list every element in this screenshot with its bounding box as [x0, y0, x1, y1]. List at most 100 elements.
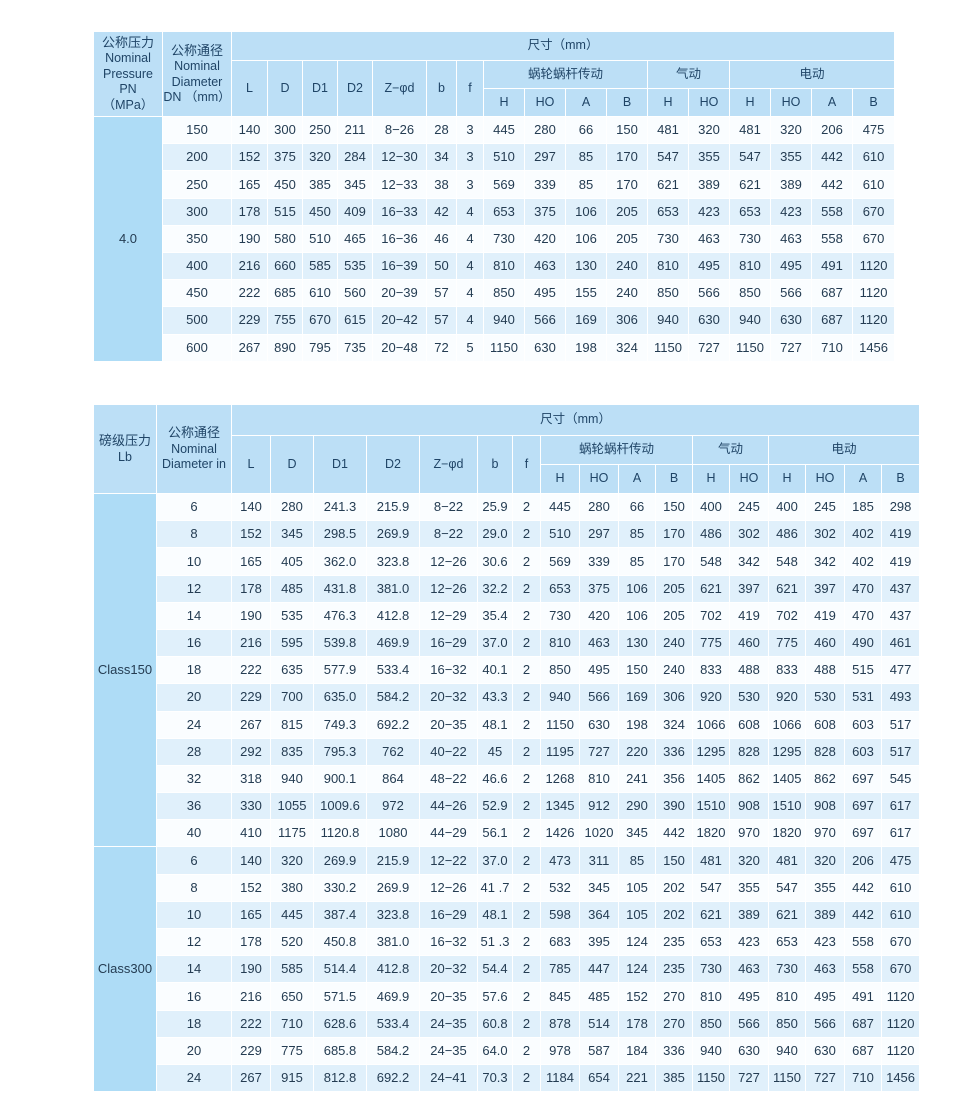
cell-value-6: 2: [513, 738, 540, 765]
table-row: 12 178 485 431.8 381.0 12−26 32.2 2 653 375 106 205…: [94, 575, 920, 602]
cell-value-2: 539.8: [314, 629, 366, 657]
header-group-electric: 电动: [769, 436, 920, 464]
cell-value-16: 419: [882, 521, 920, 548]
cell-value-1: 380: [271, 874, 313, 901]
cell-value-9: 124: [619, 929, 655, 956]
cell-value-14: 389: [806, 901, 844, 928]
cell-nominal-diameter: 250: [163, 171, 231, 198]
cell-value-15: 687: [845, 1037, 881, 1064]
cell-value-1: 650: [271, 983, 313, 1010]
cell-value-7: 510: [541, 521, 579, 548]
cell-value-14: 355: [806, 874, 844, 901]
cell-value-9: 184: [619, 1037, 655, 1064]
cell-value-1: 635: [271, 657, 313, 684]
cell-value-12: 530: [730, 684, 768, 711]
cell-value-16: 1120: [882, 1010, 920, 1037]
cell-value-10: 150: [656, 847, 692, 874]
header-ndin-en1: Nominal: [171, 441, 217, 456]
cell-nominal-diameter: 6: [157, 847, 231, 874]
cell-value-16: 1120: [882, 983, 920, 1010]
cell-value-4: 12−29: [420, 602, 477, 629]
cell-value-4: 48−22: [420, 765, 477, 793]
header-group-worm: 蜗轮蜗杆传动: [484, 61, 647, 88]
cell-value-2: 320: [303, 144, 337, 171]
cell-value-0: 229: [232, 684, 270, 711]
cell-nominal-diameter: 16: [157, 629, 231, 657]
header-row-2: L D D1 D2 Z−φd b f 蜗轮蜗杆传动 气动 电动: [94, 436, 920, 493]
cell-value-11: 940: [693, 1037, 729, 1064]
cell-value-7: 1268: [541, 765, 579, 793]
cell-value-12: 423: [689, 198, 729, 225]
cell-value-10: 270: [656, 983, 692, 1010]
cell-value-1: 375: [268, 144, 302, 171]
cell-value-7: 1426: [541, 820, 579, 847]
cell-value-1: 700: [271, 684, 313, 711]
header-pneumatic-HO: HO: [730, 465, 768, 493]
cell-value-15: 402: [845, 548, 881, 575]
header-dim-f: f: [457, 61, 483, 116]
cell-value-2: 1120.8: [314, 820, 366, 847]
cell-value-13: 833: [769, 657, 805, 684]
cell-value-9: 124: [619, 956, 655, 983]
cell-value-13: 1150: [769, 1064, 805, 1092]
cell-value-13: 775: [769, 629, 805, 657]
cell-value-4: 20−35: [420, 983, 477, 1010]
cell-value-14: 423: [806, 929, 844, 956]
cell-value-4: 16−29: [420, 629, 477, 657]
cell-value-12: 463: [730, 956, 768, 983]
table-row: 200 152 375 320 284 12−30 34 3 510 297 85 170 547 355…: [94, 144, 895, 171]
cell-value-11: 1405: [693, 765, 729, 793]
cell-value-1: 815: [271, 711, 313, 738]
cell-value-8: 420: [525, 225, 565, 252]
cell-value-15: 697: [845, 765, 881, 793]
header-ndin-en3: in: [216, 457, 226, 472]
cell-value-11: 653: [648, 198, 688, 225]
cell-value-5: 28: [427, 117, 456, 144]
cell-value-0: 190: [232, 956, 270, 983]
cell-value-2: 1009.6: [314, 793, 366, 820]
cell-value-8: 339: [580, 548, 618, 575]
cell-value-12: 630: [689, 307, 729, 334]
cell-value-8: 364: [580, 901, 618, 928]
cell-value-6: 2: [513, 684, 540, 711]
cell-value-3: 345: [338, 171, 372, 198]
cell-value-12: 608: [730, 711, 768, 738]
cell-value-5: 46.6: [478, 765, 512, 793]
cell-value-16: 1120: [853, 307, 895, 334]
header-nominal-diameter-in: 公称通径 Nominal Diameter in: [157, 405, 231, 493]
cell-value-10: 202: [656, 901, 692, 928]
cell-value-16: 545: [882, 765, 920, 793]
cell-value-9: 178: [619, 1010, 655, 1037]
cell-value-14: 495: [771, 252, 811, 280]
cell-value-9: 150: [619, 657, 655, 684]
cell-value-14: 566: [806, 1010, 844, 1037]
cell-value-11: 621: [648, 171, 688, 198]
cell-value-6: 4: [457, 307, 483, 334]
table-row: 10 165 445 387.4 323.8 16−29 48.1 2 598 364 105 202…: [94, 901, 920, 928]
metric-table-block: 公称压力 Nominal Pressure PN （MPa） 公称通径 Nomi…: [93, 31, 896, 362]
table-row: 20 229 700 635.0 584.2 20−32 43.3 2 940 566 169 306…: [94, 684, 920, 711]
cell-value-11: 1066: [693, 711, 729, 738]
cell-value-9: 198: [566, 334, 606, 361]
cell-value-8: 495: [525, 280, 565, 307]
cell-value-0: 152: [232, 144, 267, 171]
cell-value-4: 44−29: [420, 820, 477, 847]
cell-value-4: 12−26: [420, 874, 477, 901]
header-dim-D: D: [271, 436, 313, 493]
header-nd-en2: Diameter: [171, 74, 223, 89]
cell-value-10: 170: [607, 171, 647, 198]
cell-value-3: 735: [338, 334, 372, 361]
cell-value-9: 85: [619, 548, 655, 575]
cell-value-12: 397: [730, 575, 768, 602]
cell-value-10: 150: [656, 494, 692, 521]
cell-value-2: 387.4: [314, 901, 366, 928]
cell-value-11: 1295: [693, 738, 729, 765]
cell-value-13: 850: [769, 1010, 805, 1037]
cell-value-13: 1405: [769, 765, 805, 793]
cell-value-9: 106: [566, 198, 606, 225]
cell-value-1: 445: [271, 901, 313, 928]
header-nominal-pressure: 公称压力 Nominal Pressure PN （MPa）: [94, 32, 162, 116]
cell-value-2: 385: [303, 171, 337, 198]
cell-value-5: 41 .7: [478, 874, 512, 901]
header-worm-HO: HO: [580, 465, 618, 493]
